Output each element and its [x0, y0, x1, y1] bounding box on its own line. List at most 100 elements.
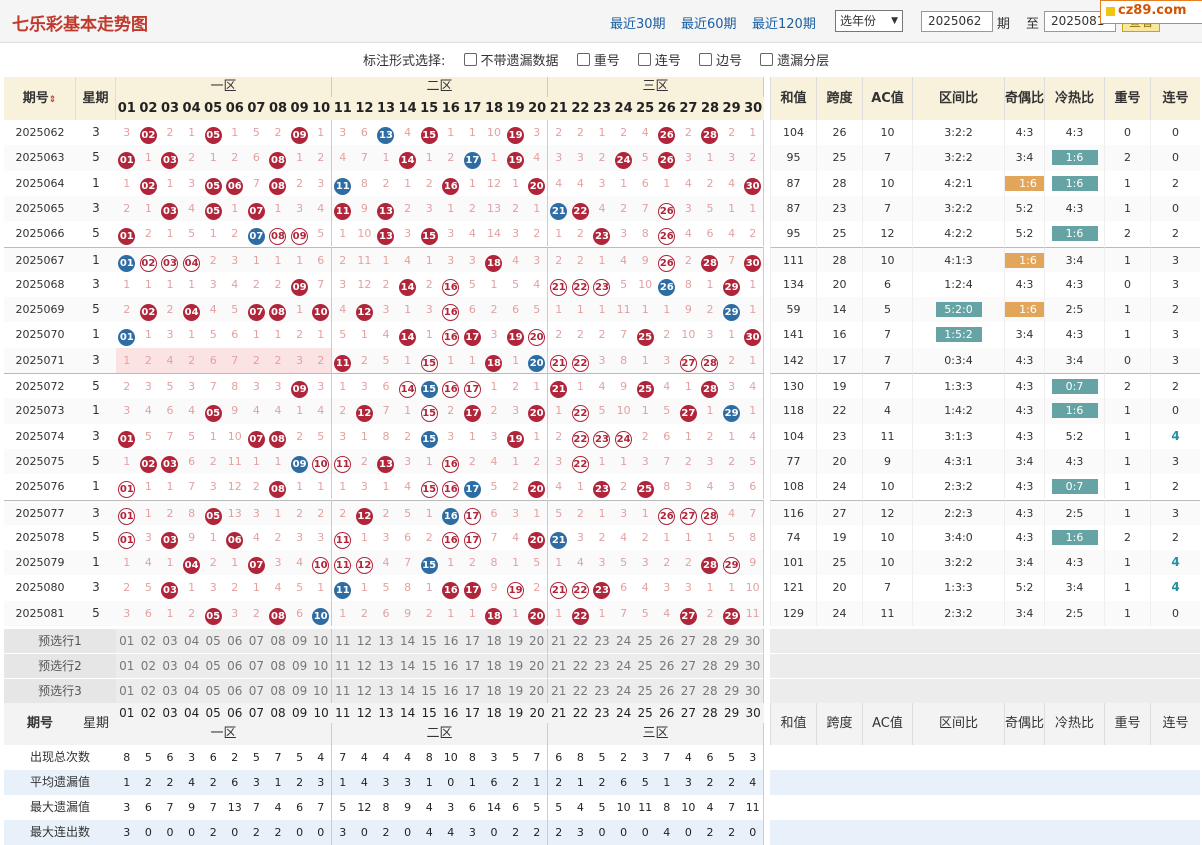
preselect-number[interactable]: 04 [180, 653, 203, 678]
preselect-number[interactable]: 30 [742, 653, 764, 678]
checkbox-icon[interactable] [699, 53, 712, 66]
preselect-number[interactable]: 04 [180, 678, 203, 703]
preselect-number[interactable]: 20 [526, 678, 548, 703]
preselect-number[interactable]: 01 [116, 653, 138, 678]
preselect-number[interactable]: 15 [418, 653, 440, 678]
preselect-number[interactable]: 21 [548, 653, 570, 678]
preselect-number[interactable]: 29 [720, 678, 743, 703]
preselect-number[interactable]: 28 [699, 628, 721, 653]
preselect-number[interactable]: 17 [461, 628, 484, 653]
preselect-number[interactable]: 23 [591, 678, 613, 703]
preselect-number[interactable]: 09 [288, 678, 311, 703]
preselect-number[interactable]: 18 [483, 628, 505, 653]
preselect-number[interactable]: 17 [461, 653, 484, 678]
preselect-number[interactable]: 14 [396, 628, 419, 653]
preselect-number[interactable]: 13 [375, 678, 397, 703]
preselect-number[interactable]: 07 [245, 678, 268, 703]
option-omission-layer[interactable]: 遗漏分层 [760, 53, 829, 69]
preselect-number[interactable]: 09 [288, 653, 311, 678]
preselect-number[interactable]: 25 [634, 653, 656, 678]
preselect-number[interactable]: 07 [245, 653, 268, 678]
preselect-number[interactable]: 28 [699, 678, 721, 703]
preselect-number[interactable]: 24 [612, 628, 635, 653]
preselect-number[interactable]: 11 [332, 678, 354, 703]
preselect-number[interactable]: 18 [483, 653, 505, 678]
preselect-number[interactable]: 01 [116, 678, 138, 703]
checkbox-icon[interactable] [637, 53, 651, 66]
preselect-number[interactable]: 01 [116, 628, 138, 653]
preselect-number[interactable]: 27 [677, 678, 700, 703]
preselect-number[interactable]: 15 [418, 628, 440, 653]
preselect-number[interactable]: 05 [202, 678, 224, 703]
preselect-number[interactable]: 14 [396, 653, 419, 678]
preselect-number[interactable]: 13 [375, 628, 397, 653]
preselect-number[interactable]: 26 [656, 653, 678, 678]
preselect-number[interactable]: 27 [677, 628, 700, 653]
preselect-number[interactable]: 19 [504, 653, 527, 678]
preselect-number[interactable]: 20 [526, 628, 548, 653]
preselect-number[interactable]: 24 [612, 653, 635, 678]
preselect-number[interactable]: 15 [418, 678, 440, 703]
preselect-number[interactable]: 08 [267, 628, 289, 653]
checkbox-icon[interactable] [463, 53, 477, 66]
preselect-number[interactable]: 10 [310, 678, 332, 703]
preselect-number[interactable]: 17 [461, 678, 484, 703]
preselect-number[interactable]: 21 [548, 628, 570, 653]
preselect-number[interactable]: 09 [288, 628, 311, 653]
preselect-number[interactable]: 02 [137, 628, 160, 653]
preselect-number[interactable]: 30 [742, 628, 764, 653]
preselect-number[interactable]: 03 [159, 628, 181, 653]
preselect-number[interactable]: 16 [440, 628, 462, 653]
preselect-number[interactable]: 29 [720, 628, 743, 653]
preselect-number[interactable]: 06 [224, 653, 246, 678]
preselect-number[interactable]: 16 [440, 653, 462, 678]
option-consecutive[interactable]: 连号 [637, 53, 681, 69]
year-select[interactable]: 选年份 ▼ [835, 10, 903, 32]
preselect-number[interactable]: 30 [742, 678, 764, 703]
period-header[interactable]: 期号⇕ [4, 77, 76, 120]
period-to-input[interactable]: 2025081 [1044, 11, 1116, 32]
preselect-number[interactable]: 25 [634, 628, 656, 653]
preselect-number[interactable]: 05 [202, 653, 224, 678]
preselect-number[interactable]: 03 [159, 678, 181, 703]
preselect-number[interactable]: 06 [224, 628, 246, 653]
preselect-number[interactable]: 29 [720, 653, 743, 678]
preselect-number[interactable]: 06 [224, 678, 246, 703]
preselect-number[interactable]: 23 [591, 653, 613, 678]
preselect-number[interactable]: 12 [353, 678, 376, 703]
preselect-number[interactable]: 19 [504, 678, 527, 703]
option-no-omission[interactable]: 不带遗漏数据 [463, 53, 559, 69]
recent-30-link[interactable]: 最近30期 [610, 17, 666, 32]
preselect-number[interactable]: 02 [137, 653, 160, 678]
option-edge[interactable]: 边号 [699, 53, 742, 69]
recent-120-link[interactable]: 最近120期 [752, 17, 816, 32]
preselect-number[interactable]: 21 [548, 678, 570, 703]
preselect-number[interactable]: 02 [137, 678, 160, 703]
preselect-number[interactable]: 28 [699, 653, 721, 678]
preselect-number[interactable]: 18 [483, 678, 505, 703]
preselect-number[interactable]: 26 [656, 678, 678, 703]
preselect-number[interactable]: 04 [180, 628, 203, 653]
preselect-number[interactable]: 25 [634, 678, 656, 703]
preselect-number[interactable]: 24 [612, 678, 635, 703]
preselect-number[interactable]: 08 [267, 653, 289, 678]
preselect-number[interactable]: 11 [332, 653, 354, 678]
preselect-number[interactable]: 27 [677, 653, 700, 678]
checkbox-icon[interactable] [760, 53, 774, 66]
preselect-number[interactable]: 08 [267, 678, 289, 703]
preselect-number[interactable]: 16 [440, 678, 462, 703]
preselect-number[interactable]: 14 [396, 678, 419, 703]
option-repeat[interactable]: 重号 [576, 53, 620, 69]
preselect-number[interactable]: 12 [353, 653, 376, 678]
preselect-number[interactable]: 10 [310, 653, 332, 678]
preselect-number[interactable]: 12 [353, 628, 376, 653]
preselect-number[interactable]: 07 [245, 628, 268, 653]
preselect-number[interactable]: 05 [202, 628, 224, 653]
preselect-number[interactable]: 20 [526, 653, 548, 678]
period-from-input[interactable]: 2025062 [921, 11, 993, 32]
preselect-number[interactable]: 19 [504, 628, 527, 653]
checkbox-icon[interactable] [576, 53, 590, 66]
preselect-number[interactable]: 13 [375, 653, 397, 678]
preselect-number[interactable]: 22 [569, 678, 592, 703]
preselect-number[interactable]: 23 [591, 628, 613, 653]
